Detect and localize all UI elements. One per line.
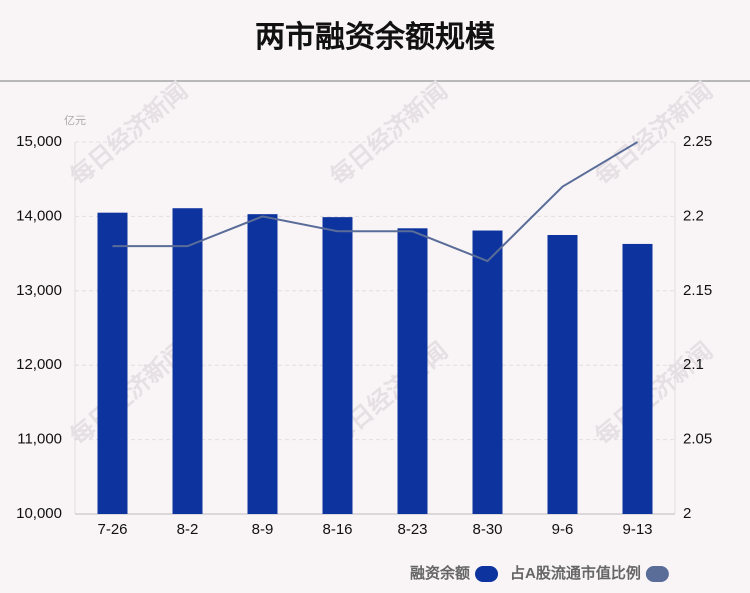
x-tick-label: 8-2 (177, 521, 199, 538)
x-tick-label: 8-9 (252, 521, 274, 538)
y2-tick-label: 2.15 (683, 282, 712, 299)
bar (547, 235, 578, 514)
y2-tick-label: 2.1 (683, 356, 704, 373)
x-tick-label: 8-23 (397, 521, 427, 538)
legend-swatch (475, 566, 499, 582)
x-tick-label: 9-13 (622, 521, 652, 538)
y-tick-label: 15,000 (16, 133, 62, 150)
bar (397, 228, 428, 514)
bar (322, 217, 353, 515)
x-tick-label: 9-6 (552, 521, 574, 538)
bar (247, 214, 278, 514)
bar (622, 243, 653, 515)
x-tick-label: 8-30 (472, 521, 502, 538)
bar (97, 212, 128, 514)
legend-swatch (645, 566, 669, 582)
y2-tick-label: 2 (683, 505, 691, 522)
y2-tick-label: 2.2 (683, 207, 704, 224)
x-tick-label: 8-16 (322, 521, 352, 538)
y2-tick-label: 2.05 (683, 431, 712, 448)
legend-label: 融资余额 (410, 564, 470, 582)
y-tick-label: 14,000 (16, 207, 62, 224)
y-tick-label: 12,000 (16, 356, 62, 373)
bar (172, 208, 203, 514)
bar (472, 230, 503, 514)
y-tick-label: 11,000 (17, 431, 62, 448)
y-unit: 亿元 (64, 114, 86, 127)
y-tick-label: 10,000 (16, 505, 62, 522)
x-tick-label: 7-26 (97, 521, 127, 538)
y2-tick-label: 2.25 (683, 133, 712, 150)
y-tick-label: 13,000 (16, 282, 62, 299)
legend-label: 占A股流通市值比例 (510, 564, 641, 582)
line (112, 141, 639, 263)
chart-title: 两市融资余额规模 (255, 20, 495, 54)
